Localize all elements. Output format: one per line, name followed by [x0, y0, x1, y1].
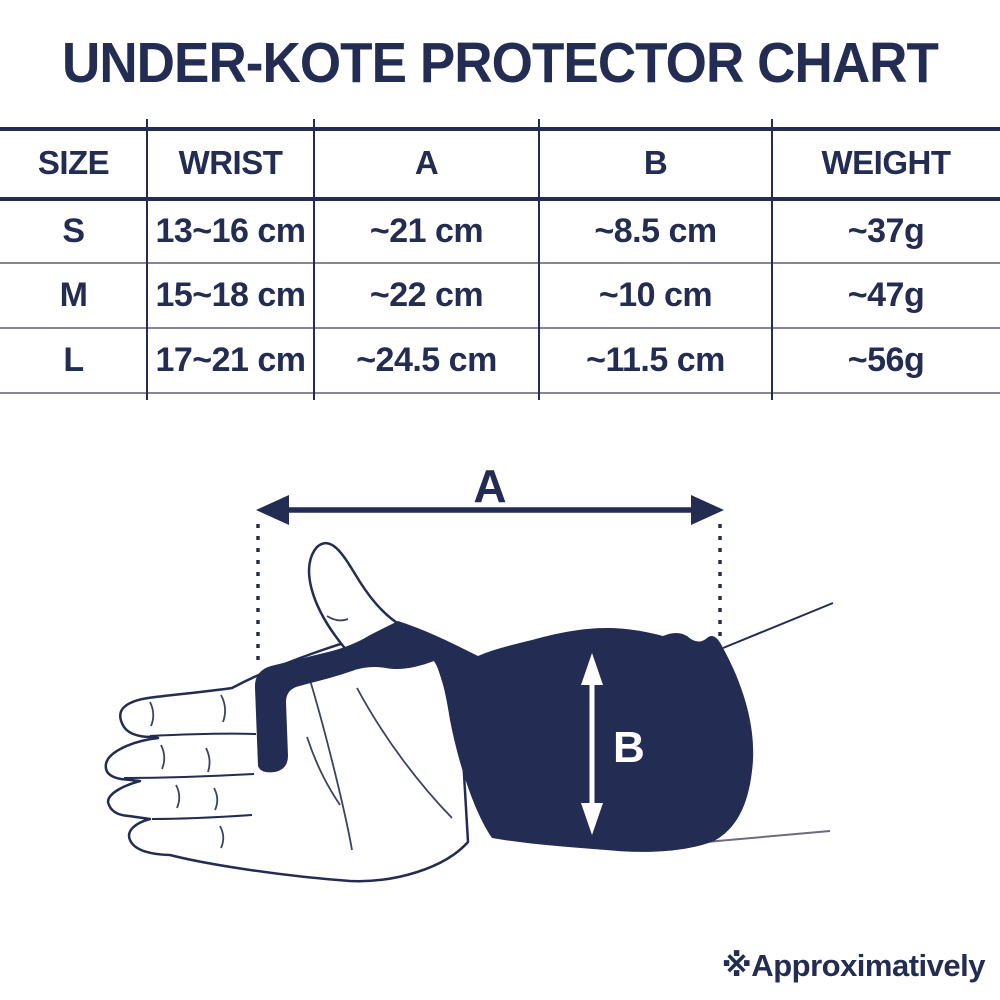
cell-a: ~24.5 cm [356, 341, 497, 379]
table-row-m: M 15~18 cm ~22 cm ~10 cm ~47g [0, 263, 1000, 328]
cell-wrist: 17~21 cm [155, 341, 306, 379]
page-title: UNDER-KOTE PROTECTOR CHART [0, 30, 1000, 96]
cell-weight: ~56g [847, 341, 925, 379]
cell-size: L [63, 341, 84, 379]
thumb-crease-line [326, 615, 349, 622]
cell-a: ~22 cm [369, 276, 484, 314]
row-divider-2 [0, 327, 1000, 329]
page-title-text: UNDER-KOTE PROTECTOR CHART [61, 31, 939, 95]
header-weight: WEIGHT [821, 144, 951, 181]
a-arrow-right-head [691, 495, 724, 525]
table-header-row: SIZE WRIST A B WEIGHT [0, 127, 1000, 199]
hand-protector-diagram: A B [104, 460, 834, 883]
header-b: B [643, 144, 668, 181]
table-bottom-border [0, 392, 1000, 394]
header-size: SIZE [37, 144, 110, 181]
b-arrow-top-head [581, 653, 603, 685]
cell-wrist: 13~16 cm [155, 211, 306, 250]
finger-separation-lines [123, 732, 257, 820]
forearm-bottom-line [705, 830, 831, 843]
cell-b: ~11.5 cm [586, 341, 725, 379]
b-measurement: B [581, 653, 645, 835]
cell-size: M [59, 276, 88, 314]
cell-size: S [62, 211, 85, 250]
a-dimension-label: A [473, 460, 506, 512]
table-row-l: L 17~21 cm ~24.5 cm ~11.5 cm ~56g [0, 328, 1000, 393]
b-dimension-label: B [613, 723, 645, 772]
palm-lines [306, 679, 453, 851]
table-top-border [0, 127, 1000, 131]
column-divider-4 [771, 119, 773, 400]
footnote-approximatively: ※Approximatively [721, 948, 986, 983]
column-divider-1 [146, 119, 148, 400]
forearm-top-line [722, 602, 834, 649]
column-divider-3 [538, 119, 540, 400]
cell-weight: ~37g [847, 211, 925, 250]
a-arrow-left-head [256, 495, 289, 525]
table-header-border [0, 197, 1000, 201]
cell-b: ~8.5 cm [594, 211, 717, 250]
row-divider-1 [0, 262, 1000, 264]
table-row-s: S 13~16 cm ~21 cm ~8.5 cm ~37g [0, 199, 1000, 263]
cell-wrist: 15~18 cm [155, 276, 306, 314]
column-divider-2 [313, 119, 315, 400]
b-arrow-bottom-head [581, 803, 603, 835]
size-table: SIZE WRIST A B WEIGHT S 13~16 cm ~21 cm … [0, 119, 1000, 400]
cell-a: ~21 cm [369, 211, 484, 250]
a-measurement: A [256, 460, 724, 668]
cell-weight: ~47g [847, 276, 925, 314]
header-wrist: WRIST [178, 144, 283, 181]
protector-shape [254, 621, 754, 852]
cell-b: ~10 cm [598, 276, 713, 314]
finger-crease-lines [149, 694, 226, 849]
header-a: A [414, 144, 439, 181]
